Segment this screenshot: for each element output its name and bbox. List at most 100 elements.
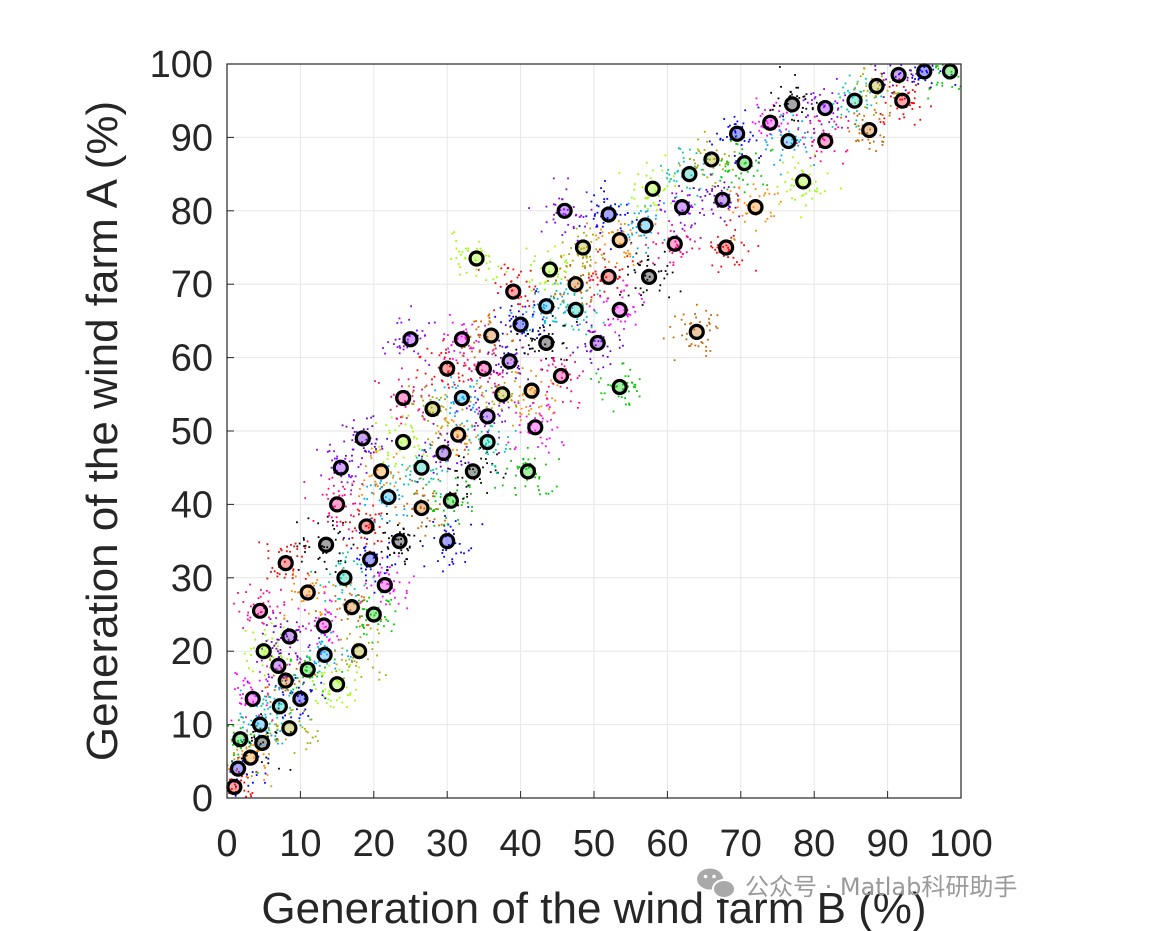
scatter-point (546, 276, 549, 279)
scatter-point (374, 532, 377, 534)
scatter-point (453, 415, 456, 418)
scatter-point (779, 173, 782, 176)
scatter-point (463, 497, 465, 500)
scatter-point (374, 485, 377, 487)
scatter-point (378, 526, 381, 528)
scatter-point (641, 304, 644, 306)
scatter-point (657, 232, 660, 235)
scatter-point (401, 552, 403, 555)
scatter-point (915, 72, 918, 75)
scatter-point (518, 368, 521, 370)
scatter-point (504, 346, 507, 349)
scatter-point (617, 220, 620, 223)
scatter-point (868, 147, 871, 150)
scatter-point (635, 225, 638, 228)
scatter-point (801, 106, 804, 109)
scatter-point (430, 406, 433, 409)
scatter-point (246, 660, 248, 662)
scatter-point (255, 695, 258, 698)
scatter-point (674, 196, 676, 199)
scatter-point (431, 411, 434, 414)
scatter-point (370, 584, 373, 587)
scatter-point (257, 749, 260, 752)
scatter-point (923, 66, 926, 68)
scatter-point (336, 524, 338, 527)
scatter-point (351, 482, 354, 485)
scatter-point (533, 391, 536, 394)
scatter-point (538, 477, 541, 480)
scatter-point (346, 637, 348, 640)
scatter-point (617, 395, 620, 398)
scatter-point (628, 402, 631, 405)
scatter-point (764, 109, 766, 111)
scatter-point (583, 231, 585, 234)
scatter-point (918, 106, 921, 108)
scatter-point (359, 487, 361, 490)
centroid-marker (703, 151, 720, 168)
scatter-point (336, 680, 339, 682)
scatter-point (836, 102, 839, 104)
scatter-point (310, 665, 313, 668)
scatter-point (564, 368, 567, 371)
scatter-point (396, 524, 399, 526)
scatter-point (325, 568, 328, 570)
scatter-point (572, 206, 575, 208)
scatter-point (939, 70, 942, 73)
scatter-point (442, 406, 445, 408)
scatter-point (489, 424, 492, 427)
scatter-point (674, 240, 677, 243)
scatter-point (592, 233, 594, 236)
scatter-point (919, 118, 922, 121)
scatter-point (865, 85, 868, 87)
scatter-point (466, 358, 469, 361)
scatter-point (373, 591, 376, 594)
centroid-marker (681, 166, 698, 183)
scatter-point (313, 584, 315, 587)
scatter-point (464, 442, 466, 445)
scatter-point (571, 307, 574, 309)
scatter-point (363, 537, 366, 540)
scatter-point (685, 338, 688, 341)
scatter-point (724, 163, 727, 165)
scatter-point (561, 342, 564, 345)
scatter-point (831, 126, 834, 128)
scatter-point (393, 623, 395, 626)
scatter-point (400, 549, 403, 552)
scatter-point (332, 492, 335, 495)
scatter-point (312, 680, 314, 682)
scatter-point (431, 396, 434, 399)
scatter-point (797, 144, 800, 147)
scatter-point (607, 318, 610, 321)
scatter-point (248, 619, 251, 622)
scatter-point (480, 481, 483, 484)
scatter-point (261, 714, 264, 717)
scatter-point (518, 466, 521, 468)
scatter-point (611, 231, 613, 233)
scatter-point (590, 299, 593, 301)
scatter-point (380, 540, 383, 543)
plot-frame (226, 63, 962, 799)
scatter-point (498, 402, 501, 405)
scatter-point (516, 276, 519, 279)
scatter-point (770, 91, 773, 94)
scatter-point (402, 345, 405, 348)
scatter-point (342, 521, 344, 524)
scatter-point (237, 742, 240, 745)
scatter-point (564, 213, 567, 216)
scatter-point (836, 108, 839, 111)
scatter-point (539, 326, 541, 329)
scatter-point (239, 702, 241, 704)
scatter-point (830, 117, 833, 120)
x-tick-label: 20 (353, 823, 395, 865)
scatter-point (561, 300, 564, 303)
scatter-point (315, 662, 318, 665)
scatter-point (511, 424, 514, 427)
scatter-point (246, 618, 249, 621)
centroid-marker (611, 301, 628, 318)
scatter-point (327, 497, 330, 500)
scatter-point (403, 560, 406, 563)
scatter-point (562, 254, 565, 257)
scatter-point (520, 296, 523, 298)
scatter-point (537, 291, 540, 293)
scatter-point (646, 197, 649, 200)
